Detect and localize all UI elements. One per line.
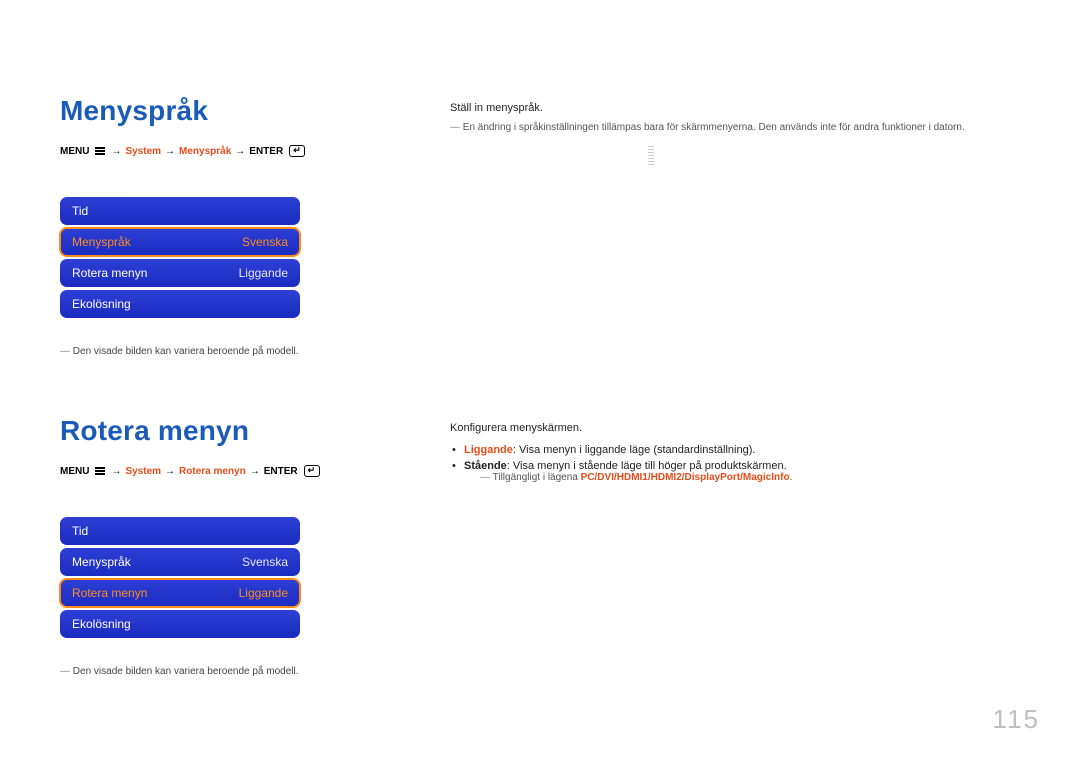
menu-item-label: Menyspråk bbox=[72, 555, 131, 569]
nav-menu-label: MENU bbox=[60, 466, 89, 477]
nav-enter-label: ENTER bbox=[249, 146, 283, 157]
menu-list-icon bbox=[95, 147, 105, 155]
bullet-bold: Stående bbox=[464, 460, 507, 472]
arrow-icon: → bbox=[250, 466, 260, 477]
nav-path-system: System bbox=[125, 146, 161, 157]
menu-item-menysprak[interactable]: Menyspråk Svenska bbox=[60, 548, 300, 576]
menu-item-label: Menyspråk bbox=[72, 235, 131, 249]
arrow-icon: → bbox=[111, 146, 121, 157]
menu-item-value: Liggande bbox=[239, 586, 288, 600]
section2-nav-path: MENU → System → Rotera menyn → ENTER bbox=[60, 465, 400, 477]
menu-item-rotera[interactable]: Rotera menyn Liggande bbox=[60, 259, 300, 287]
section2-caption: Den visade bilden kan variera beroende p… bbox=[60, 666, 400, 677]
nav-menu-label: MENU bbox=[60, 146, 89, 157]
section1-right: Ställ in menyspråk. En ändring i språkin… bbox=[450, 100, 1020, 133]
bullet-rest: : Visa menyn i stående läge till höger p… bbox=[507, 460, 787, 472]
arrow-icon: → bbox=[235, 146, 245, 157]
subnote-prefix: Tillgängligt i lägena bbox=[493, 472, 581, 483]
menu-item-value: Svenska bbox=[242, 555, 288, 569]
menu-list-icon bbox=[95, 467, 105, 475]
subnote-modes: PC/DVI/HDMI1/HDMI2/DisplayPort/MagicInfo bbox=[581, 472, 790, 483]
section2-title: Rotera menyn bbox=[60, 415, 400, 447]
menu-item-tid[interactable]: Tid bbox=[60, 517, 300, 545]
body-line: Konfigurera menyskärmen. bbox=[450, 420, 1020, 438]
menu-item-menysprak[interactable]: Menyspråk Svenska bbox=[60, 228, 300, 256]
section1-menu: Tid Menyspråk Svenska Rotera menyn Ligga… bbox=[60, 197, 300, 318]
menu-item-value: Svenska bbox=[242, 235, 288, 249]
body-note: En ändring i språkinställningen tillämpa… bbox=[450, 122, 1020, 133]
menu-item-ekolosning[interactable]: Ekolösning bbox=[60, 290, 300, 318]
nav-path-rotera: Rotera menyn bbox=[179, 466, 246, 477]
section1-caption: Den visade bilden kan variera beroende p… bbox=[60, 346, 400, 357]
bullet-bold: Liggande bbox=[464, 444, 513, 456]
menu-item-tid[interactable]: Tid bbox=[60, 197, 300, 225]
arrow-icon: → bbox=[165, 466, 175, 477]
menu-item-label: Rotera menyn bbox=[72, 586, 147, 600]
section1-nav-path: MENU → System → Menyspråk → ENTER bbox=[60, 145, 400, 157]
menu-item-label: Ekolösning bbox=[72, 617, 131, 631]
section1-title: Menyspråk bbox=[60, 95, 400, 127]
body-line: Ställ in menyspråk. bbox=[450, 100, 1020, 118]
nav-enter-label: ENTER bbox=[264, 466, 298, 477]
menu-item-label: Ekolösning bbox=[72, 297, 131, 311]
section1-left: Menyspråk MENU → System → Menyspråk → EN… bbox=[60, 95, 400, 357]
list-item: Stående: Visa menyn i stående läge till … bbox=[464, 460, 1020, 483]
body-list: Liggande: Visa menyn i liggande läge (st… bbox=[450, 444, 1020, 483]
bullet-rest: : Visa menyn i liggande läge (standardin… bbox=[513, 444, 756, 456]
section2-left: Rotera menyn MENU → System → Rotera meny… bbox=[60, 415, 400, 677]
page-number: 115 bbox=[993, 704, 1040, 735]
menu-item-rotera[interactable]: Rotera menyn Liggande bbox=[60, 579, 300, 607]
page: Menyspråk MENU → System → Menyspråk → EN… bbox=[0, 0, 1080, 763]
section2-menu: Tid Menyspråk Svenska Rotera menyn Ligga… bbox=[60, 517, 300, 638]
section2-right: Konfigurera menyskärmen. Liggande: Visa … bbox=[450, 420, 1020, 487]
menu-item-label: Rotera menyn bbox=[72, 266, 147, 280]
nav-path-system: System bbox=[125, 466, 161, 477]
sub-note: Tillgängligt i lägena PC/DVI/HDMI1/HDMI2… bbox=[480, 472, 1020, 483]
menu-item-value: Liggande bbox=[239, 266, 288, 280]
menu-item-label: Tid bbox=[72, 524, 88, 538]
menu-item-ekolosning[interactable]: Ekolösning bbox=[60, 610, 300, 638]
enter-icon bbox=[304, 465, 320, 477]
arrow-icon: → bbox=[165, 146, 175, 157]
menu-item-label: Tid bbox=[72, 204, 88, 218]
decorative-bar bbox=[648, 146, 654, 166]
arrow-icon: → bbox=[111, 466, 121, 477]
nav-path-menysprak: Menyspråk bbox=[179, 146, 231, 157]
subnote-suffix: . bbox=[790, 472, 793, 483]
enter-icon bbox=[289, 145, 305, 157]
list-item: Liggande: Visa menyn i liggande läge (st… bbox=[464, 444, 1020, 456]
